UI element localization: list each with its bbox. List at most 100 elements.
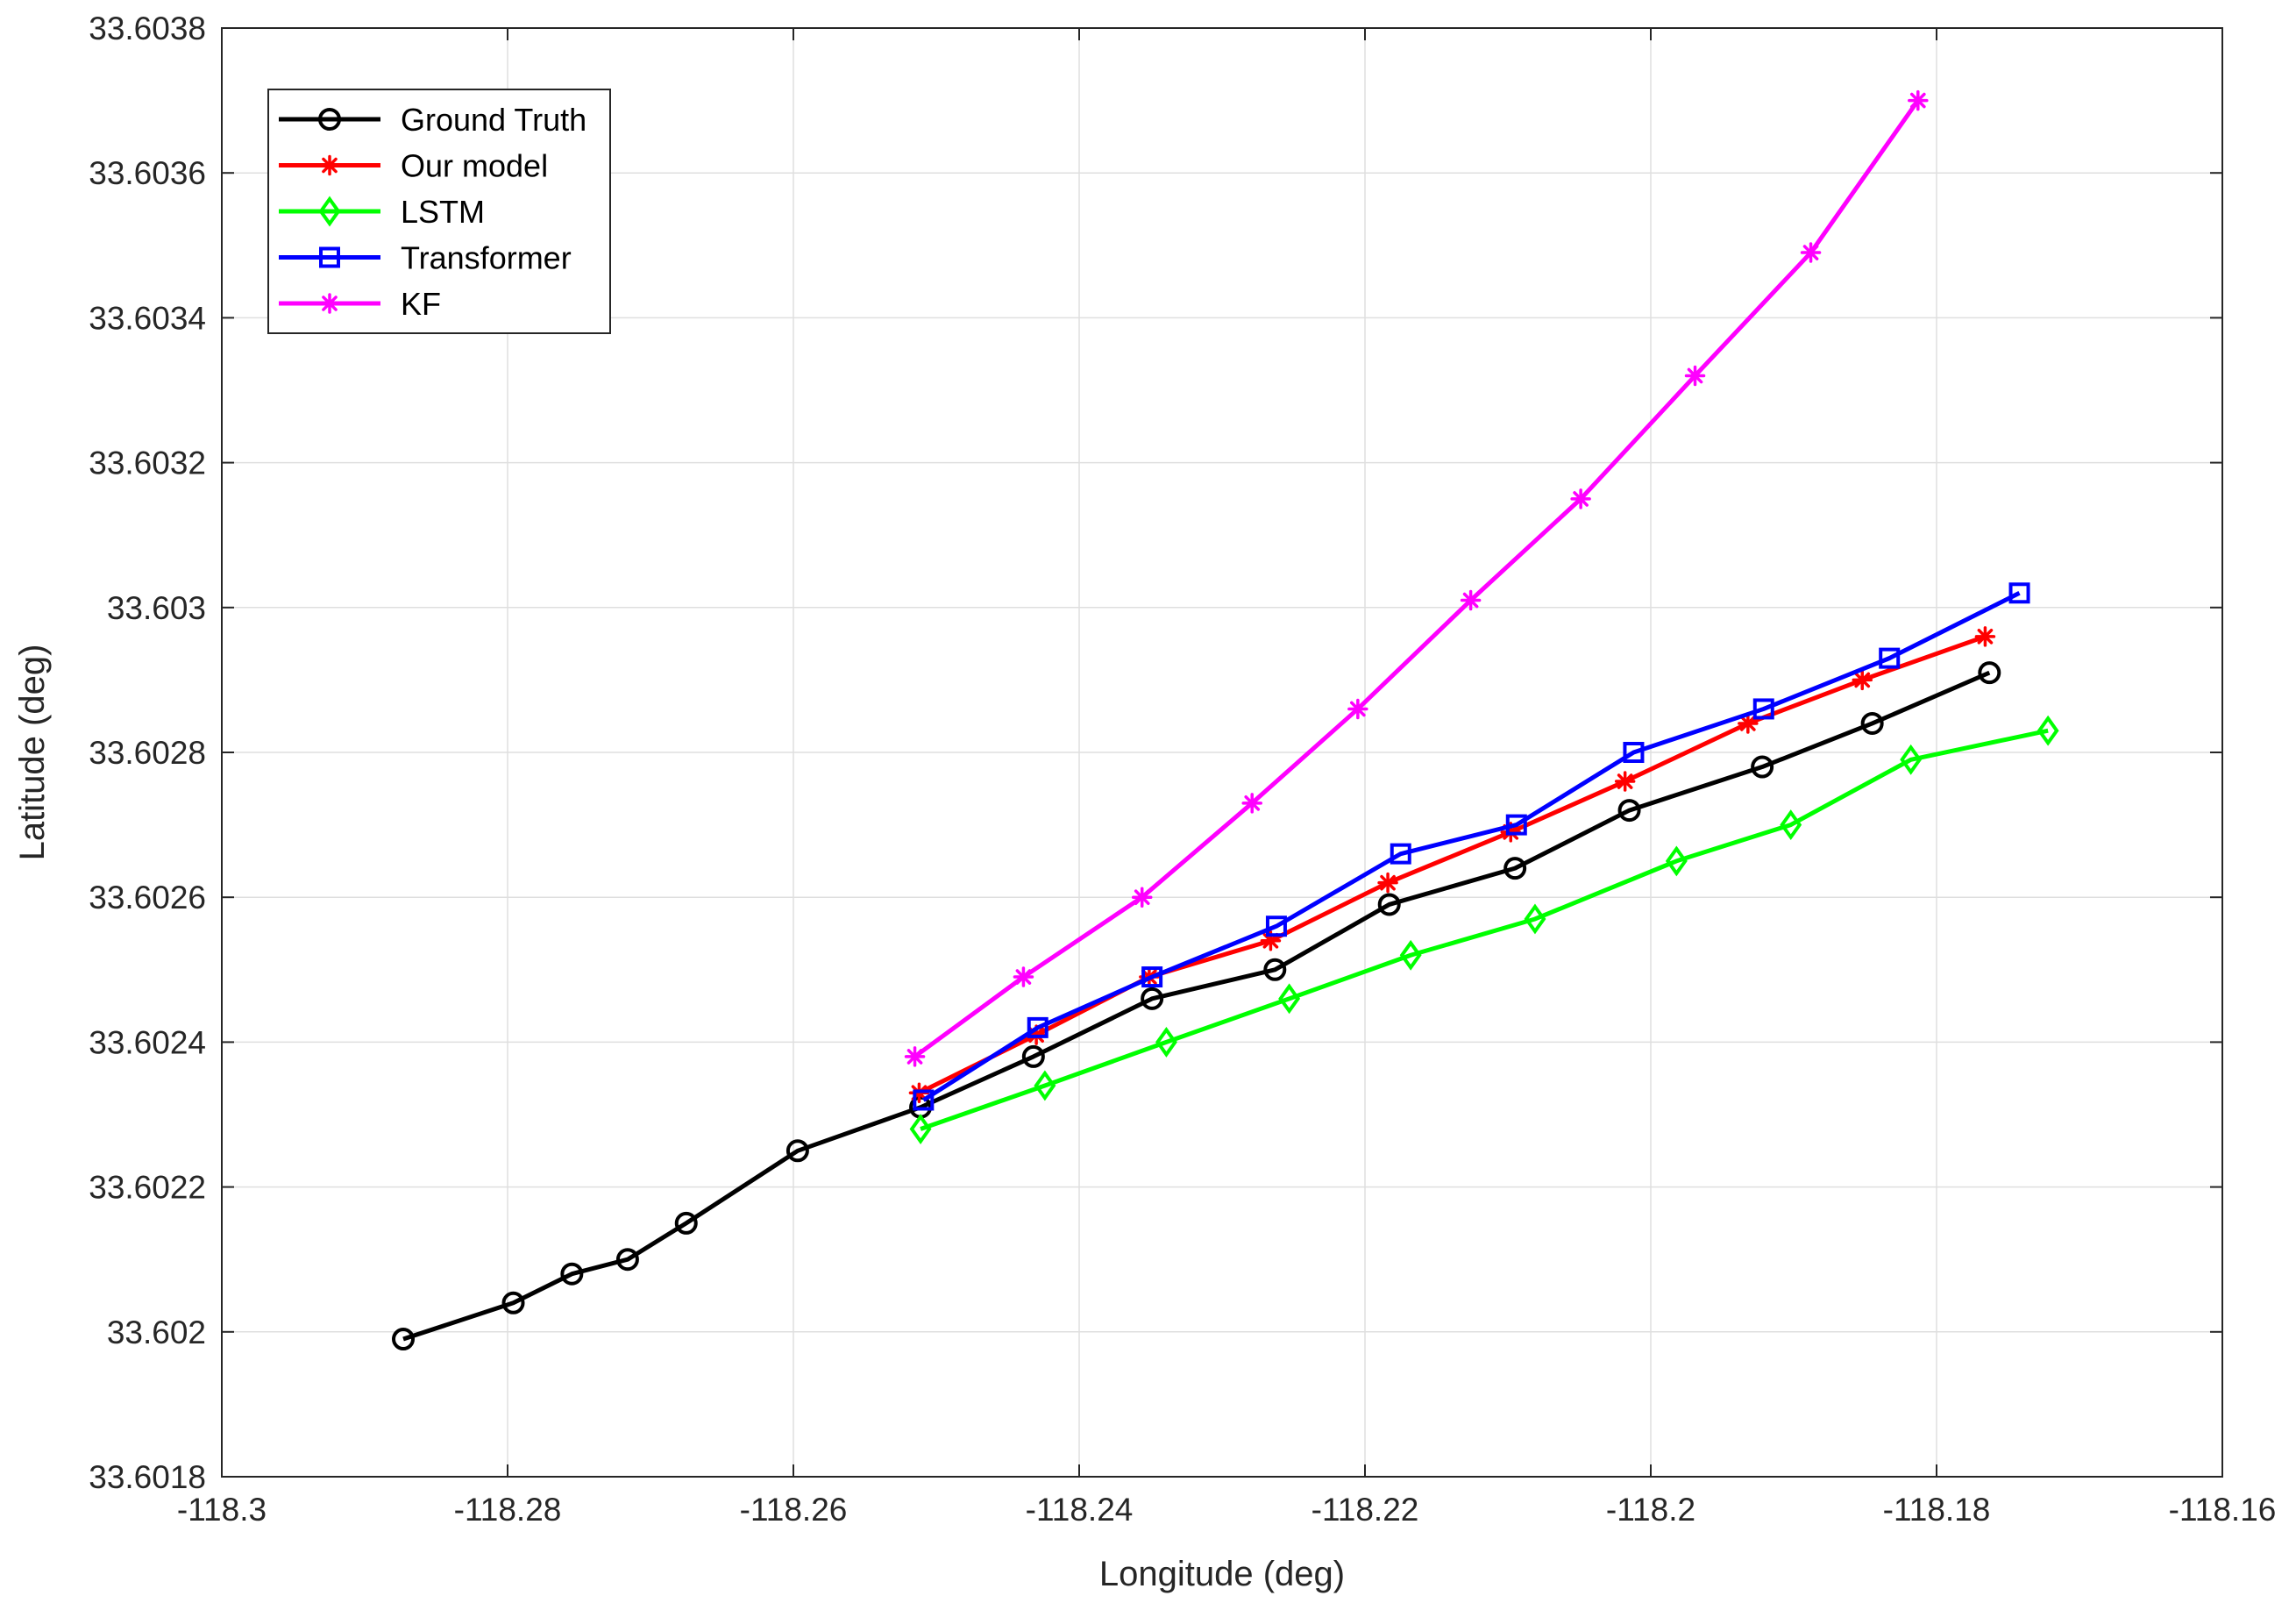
data-point-kf [1241,793,1262,814]
legend-entry-transformer: Transformer [279,240,572,276]
asterisk-core [911,1052,919,1060]
data-point-our-model [1614,771,1636,792]
data-point-ground-truth [501,1291,525,1314]
x-tick-label: -118.28 [454,1492,562,1528]
data-point-ground-truth [1377,893,1401,916]
y-tick-label: 33.6034 [89,300,206,336]
asterisk-core [1981,632,1989,640]
data-point-ground-truth [674,1211,698,1235]
series-line-kf [913,99,1920,1058]
data-point-transformer [1505,814,1527,836]
data-point-kf [1347,698,1368,720]
data-point-our-model [1974,626,1996,647]
data-point-kf [1013,966,1034,987]
x-tick-label: -118.18 [1883,1492,1991,1528]
y-tick-label: 33.6038 [89,11,206,46]
data-point-our-model [1738,713,1759,734]
y-tick-label: 33.6036 [89,155,206,191]
data-point-lstm [1524,903,1546,935]
data-point-kf [904,1046,926,1067]
series-kf [904,89,1929,1067]
asterisk-core [1248,799,1256,807]
legend-label-transformer: Transformer [401,240,572,276]
y-tick-label: 33.6018 [89,1459,206,1495]
data-point-lstm [1155,1026,1177,1058]
asterisk-core [1691,372,1699,380]
x-tick-label: -118.24 [1026,1492,1134,1528]
asterisk-core [1859,676,1866,684]
y-tick-label: 33.6028 [89,735,206,771]
data-point-ground-truth [1860,711,1884,735]
asterisk-core [1354,705,1361,713]
asterisk-core [1467,596,1475,604]
legend-marker-transformer [319,246,340,268]
series-ground-truth [392,661,2001,1351]
asterisk-core [1744,719,1752,727]
data-point-transformer [1390,843,1411,865]
series-line-our-model [918,634,1987,1095]
data-point-transformer [1265,915,1287,937]
data-point-lstm [1399,939,1422,971]
data-point-transformer [1879,647,1901,669]
y-axis-title: Latitude (deg) [13,645,52,861]
data-point-transformer [1141,966,1163,988]
asterisk-core [1020,973,1027,981]
legend-label-kf: KF [401,286,441,322]
legend-marker-our-model [319,154,340,176]
legend-label-ground-truth: Ground Truth [401,102,586,138]
legend-entry-kf: KF [279,286,441,322]
x-tick-label: -118.2 [1606,1492,1695,1528]
data-point-transformer [1623,742,1645,763]
data-point-lstm [1900,744,1923,775]
data-point-kf [1131,887,1153,908]
y-tick-label: 33.6022 [89,1170,206,1206]
data-point-ground-truth [615,1248,639,1272]
data-point-ground-truth [560,1262,584,1286]
data-point-ground-truth [392,1328,416,1351]
y-tick-label: 33.6024 [89,1024,206,1060]
series-lstm [909,715,2059,1144]
asterisk-core [1138,894,1146,901]
y-tick-label: 33.602 [107,1314,206,1350]
data-point-transformer [1752,698,1774,720]
asterisk-core [1914,96,1922,104]
legend-label-lstm: LSTM [401,194,485,230]
series-line-lstm [920,728,2049,1131]
data-point-ground-truth [785,1139,809,1163]
series-line-ground-truth [402,670,1991,1342]
y-tick-label: 33.603 [107,590,206,626]
data-point-lstm [1780,809,1802,841]
asterisk-core [1384,879,1392,887]
data-point-transformer [913,1089,935,1111]
series-transformer [913,582,2030,1111]
asterisk-core [1267,937,1275,944]
y-tick-label: 33.6032 [89,445,206,481]
data-point-transformer [1027,1016,1048,1038]
x-tick-label: -118.26 [740,1492,848,1528]
data-point-ground-truth [1263,958,1287,981]
data-point-transformer [2008,582,2030,604]
legend-label-our-model: Our model [401,148,548,184]
data-point-ground-truth [1978,661,2001,685]
data-point-lstm [909,1114,932,1144]
data-point-ground-truth [1021,1044,1045,1068]
data-point-lstm [1034,1070,1056,1101]
data-point-kf [1684,365,1706,387]
data-point-our-model [1377,872,1398,894]
asterisk-core [1621,778,1629,786]
x-axis-title: Longitude (deg) [1099,1555,1345,1593]
legend-marker-ground-truth [318,108,341,131]
asterisk-core [326,161,333,169]
data-point-lstm [2037,715,2059,746]
data-point-lstm [1665,845,1688,877]
asterisk-core [1577,495,1585,502]
series-line-transformer [921,591,2021,1102]
series [392,89,2059,1351]
data-point-ground-truth [1617,799,1641,823]
legend-marker-lstm [318,196,341,227]
data-point-lstm [1278,983,1301,1015]
y-tick-label: 33.6026 [89,880,206,915]
data-point-ground-truth [1751,755,1774,779]
legend-entry-ground-truth: Ground Truth [279,102,586,138]
